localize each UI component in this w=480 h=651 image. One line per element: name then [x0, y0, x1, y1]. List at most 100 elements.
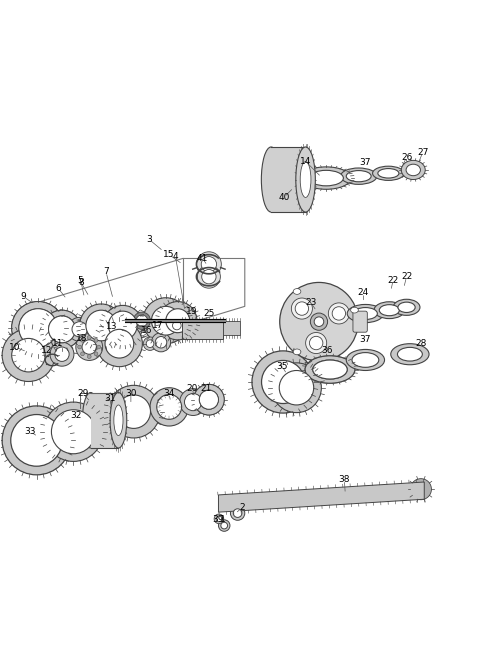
Text: 8: 8	[78, 278, 84, 287]
Text: 28: 28	[415, 339, 427, 348]
Text: 38: 38	[338, 475, 350, 484]
Ellipse shape	[193, 384, 224, 415]
Polygon shape	[223, 321, 240, 335]
Text: 4: 4	[173, 251, 178, 260]
Circle shape	[87, 355, 91, 359]
Text: 26: 26	[401, 152, 412, 161]
Ellipse shape	[230, 506, 245, 520]
Ellipse shape	[117, 395, 151, 428]
Ellipse shape	[352, 353, 379, 367]
Text: 18: 18	[76, 335, 88, 343]
Ellipse shape	[311, 313, 327, 330]
Ellipse shape	[12, 301, 64, 354]
Ellipse shape	[233, 509, 242, 518]
Ellipse shape	[293, 349, 301, 355]
Text: 36: 36	[321, 346, 333, 355]
Polygon shape	[218, 482, 424, 512]
Text: 32: 32	[71, 411, 82, 420]
Ellipse shape	[43, 310, 81, 348]
Circle shape	[81, 352, 84, 355]
Ellipse shape	[48, 316, 75, 342]
Ellipse shape	[83, 393, 99, 448]
Ellipse shape	[86, 310, 117, 341]
Ellipse shape	[296, 147, 315, 212]
Ellipse shape	[76, 333, 103, 361]
Ellipse shape	[391, 344, 429, 365]
Ellipse shape	[169, 318, 184, 333]
Ellipse shape	[272, 363, 322, 413]
Ellipse shape	[143, 298, 189, 344]
Ellipse shape	[313, 360, 347, 379]
Ellipse shape	[401, 160, 425, 180]
Text: 11: 11	[52, 339, 64, 348]
Ellipse shape	[193, 384, 224, 415]
Ellipse shape	[146, 340, 154, 348]
Ellipse shape	[144, 337, 157, 350]
Text: 25: 25	[203, 309, 215, 318]
Text: 23: 23	[305, 298, 316, 307]
Ellipse shape	[346, 350, 384, 370]
Text: 14: 14	[300, 158, 312, 166]
Ellipse shape	[332, 307, 346, 320]
Ellipse shape	[202, 270, 216, 284]
Ellipse shape	[44, 402, 103, 462]
Ellipse shape	[136, 315, 148, 326]
Polygon shape	[181, 320, 223, 339]
Ellipse shape	[262, 361, 305, 404]
Ellipse shape	[276, 370, 302, 397]
Ellipse shape	[293, 288, 301, 294]
Text: 24: 24	[358, 288, 369, 298]
Text: 29: 29	[77, 389, 89, 398]
Ellipse shape	[103, 305, 143, 346]
Ellipse shape	[291, 298, 312, 319]
Ellipse shape	[19, 309, 57, 347]
Ellipse shape	[48, 316, 75, 342]
Ellipse shape	[216, 516, 222, 521]
Text: 5: 5	[77, 275, 83, 284]
Text: 6: 6	[55, 284, 61, 293]
Ellipse shape	[305, 356, 355, 383]
Ellipse shape	[397, 348, 422, 361]
Polygon shape	[91, 393, 119, 448]
Ellipse shape	[19, 309, 57, 347]
Ellipse shape	[43, 310, 81, 348]
Ellipse shape	[11, 415, 62, 466]
Ellipse shape	[346, 171, 371, 182]
Text: 37: 37	[360, 335, 371, 344]
Text: 21: 21	[201, 384, 212, 393]
Ellipse shape	[393, 299, 420, 315]
Ellipse shape	[133, 312, 151, 329]
Text: 10: 10	[9, 342, 21, 352]
Ellipse shape	[398, 302, 415, 312]
Ellipse shape	[351, 307, 358, 313]
Ellipse shape	[152, 307, 180, 335]
Text: 37: 37	[360, 158, 371, 167]
Ellipse shape	[108, 311, 137, 340]
Ellipse shape	[305, 356, 355, 383]
Ellipse shape	[313, 360, 347, 379]
Text: 35: 35	[276, 362, 288, 370]
Text: 19: 19	[186, 307, 198, 316]
Ellipse shape	[157, 395, 181, 419]
Polygon shape	[271, 147, 306, 212]
Ellipse shape	[279, 370, 314, 405]
Ellipse shape	[158, 301, 197, 340]
Text: 1: 1	[220, 515, 226, 524]
Text: 31: 31	[104, 394, 116, 403]
Ellipse shape	[353, 307, 377, 320]
Text: 30: 30	[125, 389, 137, 398]
Ellipse shape	[55, 347, 69, 361]
Text: 41: 41	[197, 254, 208, 263]
Ellipse shape	[300, 161, 311, 197]
Circle shape	[81, 339, 84, 342]
Text: 16: 16	[141, 326, 153, 335]
Circle shape	[97, 345, 101, 349]
Ellipse shape	[12, 339, 45, 372]
Ellipse shape	[166, 309, 190, 333]
Ellipse shape	[310, 337, 323, 350]
Text: 20: 20	[186, 384, 198, 393]
Ellipse shape	[105, 329, 134, 358]
Ellipse shape	[372, 166, 404, 180]
Text: 7: 7	[103, 268, 109, 277]
Ellipse shape	[114, 405, 123, 436]
